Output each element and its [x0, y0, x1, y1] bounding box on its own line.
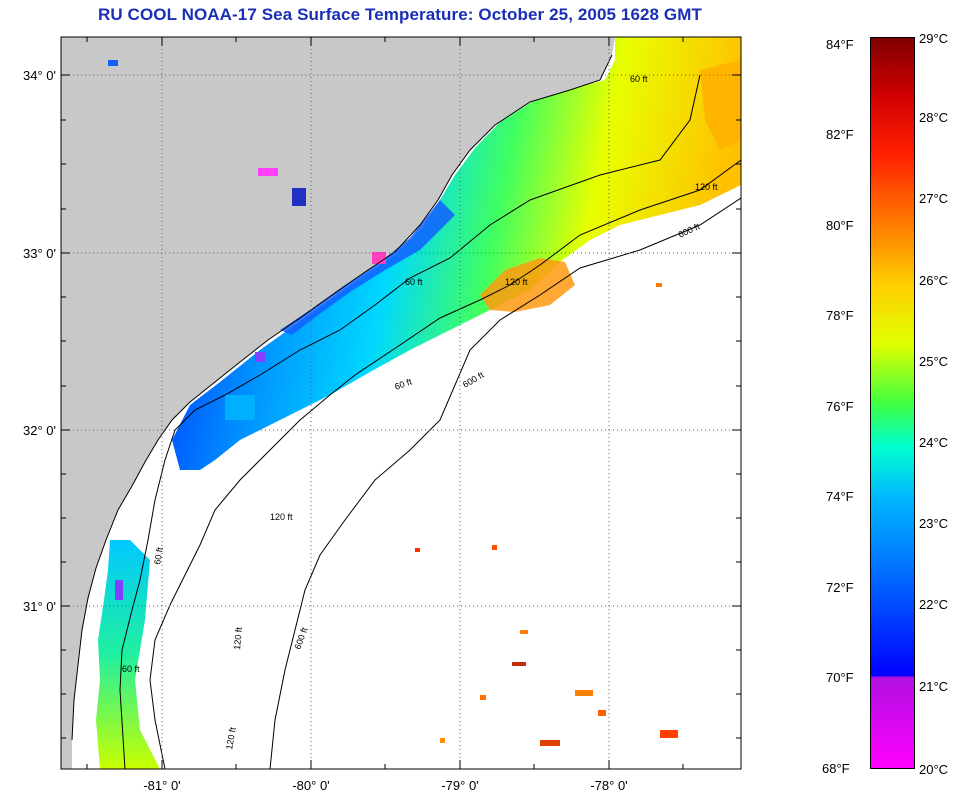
temperature-colorbar [870, 37, 915, 769]
contour-label: 60 ft [152, 546, 165, 565]
fahrenheit-label: 84°F [826, 37, 854, 52]
celsius-label: 23°C [919, 516, 949, 531]
fahrenheit-label: 74°F [826, 489, 854, 504]
isobath-60ft [119, 74, 701, 769]
celsius-label: 22°C [919, 597, 949, 612]
lat-label: 34° 0' [23, 68, 56, 83]
tick-marks [61, 37, 741, 769]
map-title: RU COOL NOAA-17 Sea Surface Temperature:… [97, 5, 702, 24]
fahrenheit-label: 76°F [826, 399, 854, 414]
sst-warm-patch [480, 258, 575, 312]
fahrenheit-label: 68°F [822, 761, 850, 776]
fahrenheit-label: 72°F [826, 580, 854, 595]
land-mass [61, 37, 615, 769]
contour-label: 120 ft [505, 277, 528, 287]
celsius-label: 20°C [919, 762, 949, 777]
sst-map: 60 ft 120 ft 600 ft 60 ft 120 ft 600 ft … [23, 36, 742, 793]
celsius-label: 29°C [919, 31, 949, 46]
lat-label: 33° 0' [23, 246, 56, 261]
isobath-600ft [269, 197, 741, 769]
contour-label: 120 ft [224, 726, 238, 750]
graticule [61, 37, 741, 769]
contour-label: 60 ft [630, 74, 648, 84]
celsius-label: 27°C [919, 191, 949, 206]
fahrenheit-label: 82°F [826, 127, 854, 142]
celsius-label: 24°C [919, 435, 949, 450]
isobath-contours [119, 74, 741, 769]
lon-label: -81° 0' [143, 778, 180, 793]
contour-label: 120 ft [695, 182, 718, 192]
contour-label: 120 ft [270, 512, 293, 522]
lat-label: 32° 0' [23, 423, 56, 438]
lat-label: 31° 0' [23, 599, 56, 614]
map-frame [60, 36, 742, 770]
sst-ne-warm [700, 60, 741, 150]
lon-label: -79° 0' [441, 778, 478, 793]
contour-label: 120 ft [232, 626, 244, 650]
contour-label: 60 ft [122, 664, 140, 674]
contour-label: 60 ft [405, 277, 423, 287]
isobath-120ft [149, 159, 741, 769]
fahrenheit-label: 78°F [826, 308, 854, 323]
lon-label: -80° 0' [292, 778, 329, 793]
celsius-label: 25°C [919, 354, 949, 369]
sst-swath-south [96, 540, 160, 769]
fahrenheit-label: 70°F [826, 670, 854, 685]
celsius-label: 28°C [919, 110, 949, 125]
coastline [71, 54, 613, 741]
celsius-label: 26°C [919, 273, 949, 288]
fahrenheit-label: 80°F [826, 218, 854, 233]
lon-label: -78° 0' [590, 778, 627, 793]
sst-swath-north [172, 37, 741, 470]
sst-scattered-pixels [108, 60, 678, 746]
celsius-label: 21°C [919, 679, 949, 694]
